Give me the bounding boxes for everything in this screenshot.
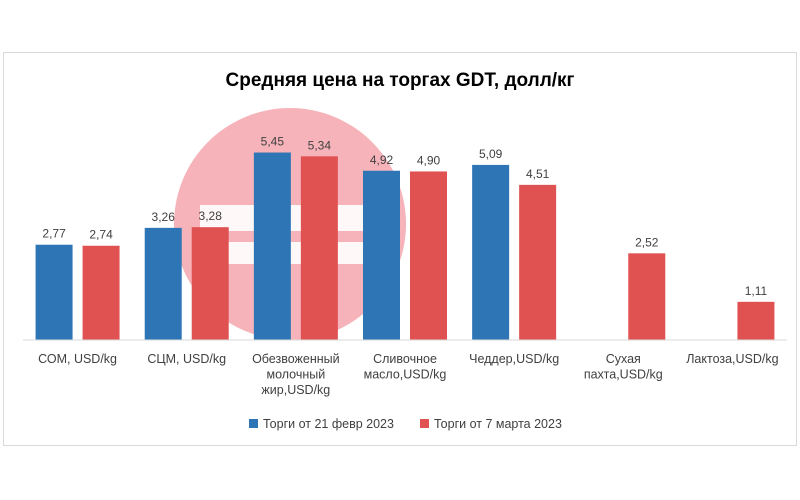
data-label: 5,45 xyxy=(261,135,285,149)
bar-2-6 xyxy=(628,253,666,340)
data-label: 4,92 xyxy=(370,153,394,167)
bar-1-2 xyxy=(144,227,182,340)
legend-label: Торги от 21 февр 2023 xyxy=(263,417,394,431)
bar-2-2 xyxy=(191,227,229,340)
bar-1-1 xyxy=(35,244,73,340)
bar-2-1 xyxy=(82,245,120,340)
category-label: Обезвоженный xyxy=(252,352,340,366)
bar-1-3 xyxy=(253,152,291,340)
data-label: 4,51 xyxy=(526,167,550,181)
category-label: жир,USD/kg xyxy=(261,383,330,397)
category-label: СЦМ, USD/kg xyxy=(147,352,226,366)
chart-title: Средняя цена на торгах GDT, долл/кг xyxy=(226,70,575,91)
legend-swatch xyxy=(420,419,429,428)
category-label: Сухая xyxy=(606,352,641,366)
category-label: Чеддер,USD/kg xyxy=(469,352,559,366)
data-label: 5,34 xyxy=(308,138,332,152)
bars-group: 2,77 2,74 3,26 3,28 5,45 5,34 4,92 4,90 5,09 4,51… xyxy=(35,135,775,340)
legend: Торги от 21 февр 2023 Торги от 7 марта 20… xyxy=(249,417,562,431)
category-labels: СОМ, USD/kg СЦМ, USD/kg Обезвоженный молочн… xyxy=(38,352,779,397)
data-label: 4,90 xyxy=(417,153,441,167)
data-label: 2,74 xyxy=(89,228,113,242)
data-label: 5,09 xyxy=(479,147,503,161)
category-label: СОМ, USD/kg xyxy=(38,352,117,366)
legend-label: Торги от 7 марта 2023 xyxy=(434,417,562,431)
category-label: Лактоза,USD/kg xyxy=(686,352,778,366)
bar-1-4 xyxy=(363,170,400,340)
data-label: 2,52 xyxy=(635,235,659,249)
data-label: 1,11 xyxy=(745,284,768,298)
data-label: 3,28 xyxy=(199,209,223,223)
bar-1-5 xyxy=(472,164,510,340)
category-label: Сливочное xyxy=(373,352,437,366)
data-label: 2,77 xyxy=(42,227,66,241)
bar-2-4 xyxy=(410,171,447,340)
legend-swatch xyxy=(249,419,258,428)
category-label: молочный xyxy=(266,368,325,382)
bar-2-3 xyxy=(300,156,338,340)
bar-2-7 xyxy=(737,301,775,340)
bar-2-5 xyxy=(519,184,557,340)
category-label: масло,USD/kg xyxy=(364,368,447,382)
data-label: 3,26 xyxy=(152,210,176,224)
category-label: пахта,USD/kg xyxy=(584,368,663,382)
